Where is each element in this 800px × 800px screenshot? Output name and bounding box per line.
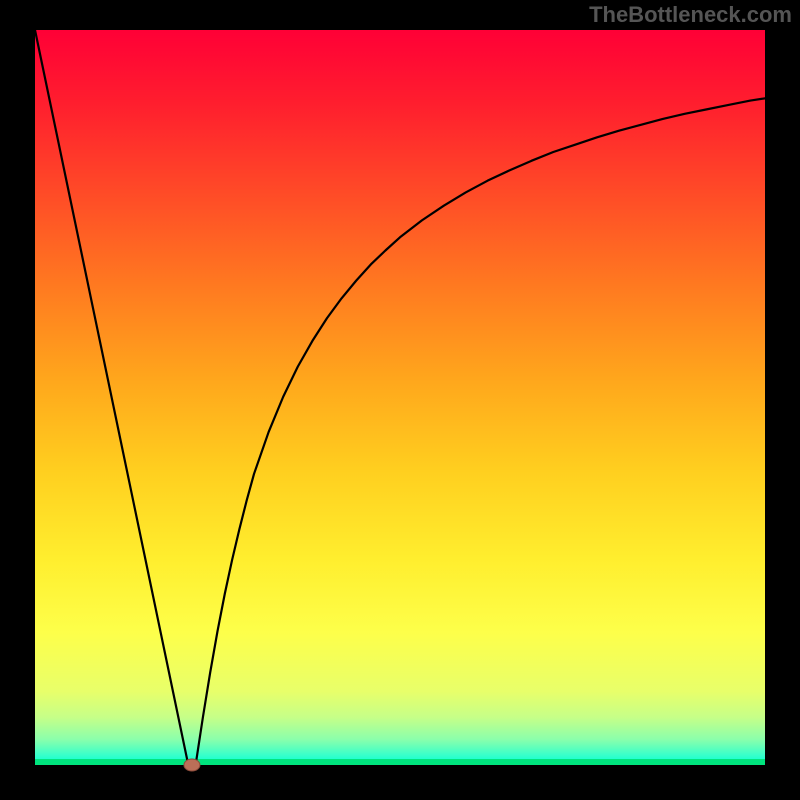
bottleneck-chart — [0, 0, 800, 800]
chart-container: { "watermark": { "text": "TheBottleneck.… — [0, 0, 800, 800]
green-baseline-band — [35, 759, 765, 765]
gradient-plot-area — [35, 30, 765, 765]
minimum-marker — [184, 759, 200, 771]
